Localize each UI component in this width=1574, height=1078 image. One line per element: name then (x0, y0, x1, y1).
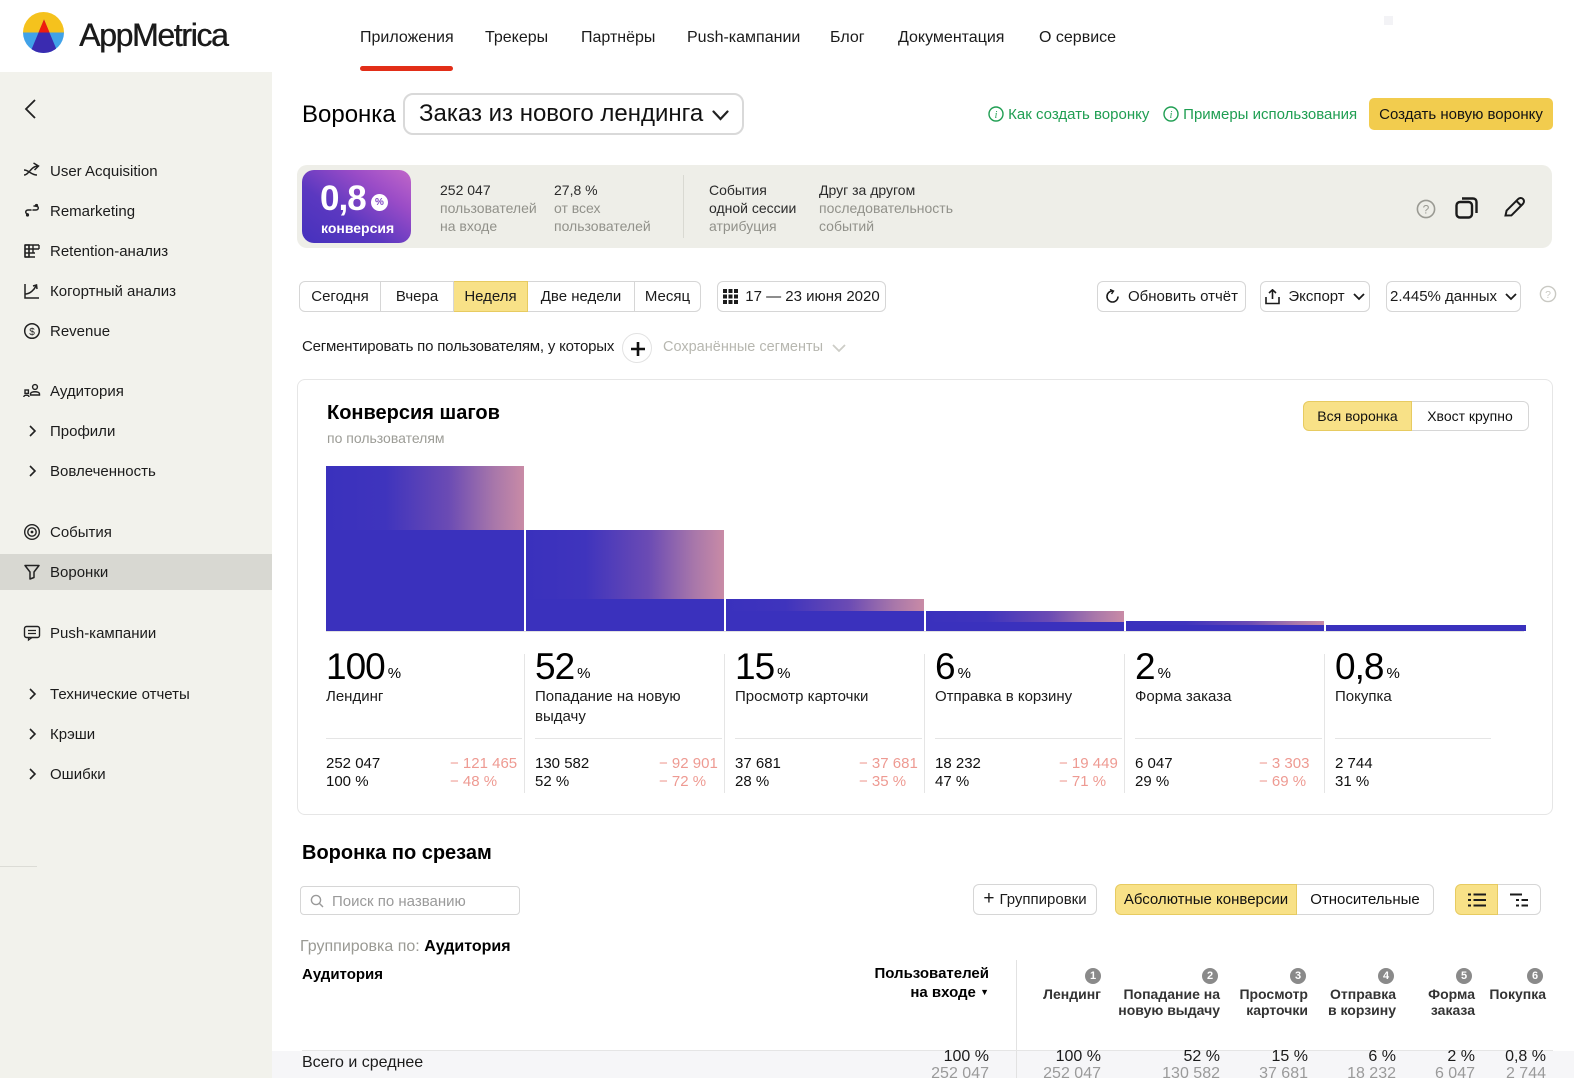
svg-text:i: i (1170, 110, 1173, 121)
svg-text:?: ? (1423, 203, 1430, 217)
svg-text:$: $ (29, 327, 35, 338)
svg-text:?: ? (1545, 289, 1551, 301)
svg-text:i: i (995, 110, 998, 121)
